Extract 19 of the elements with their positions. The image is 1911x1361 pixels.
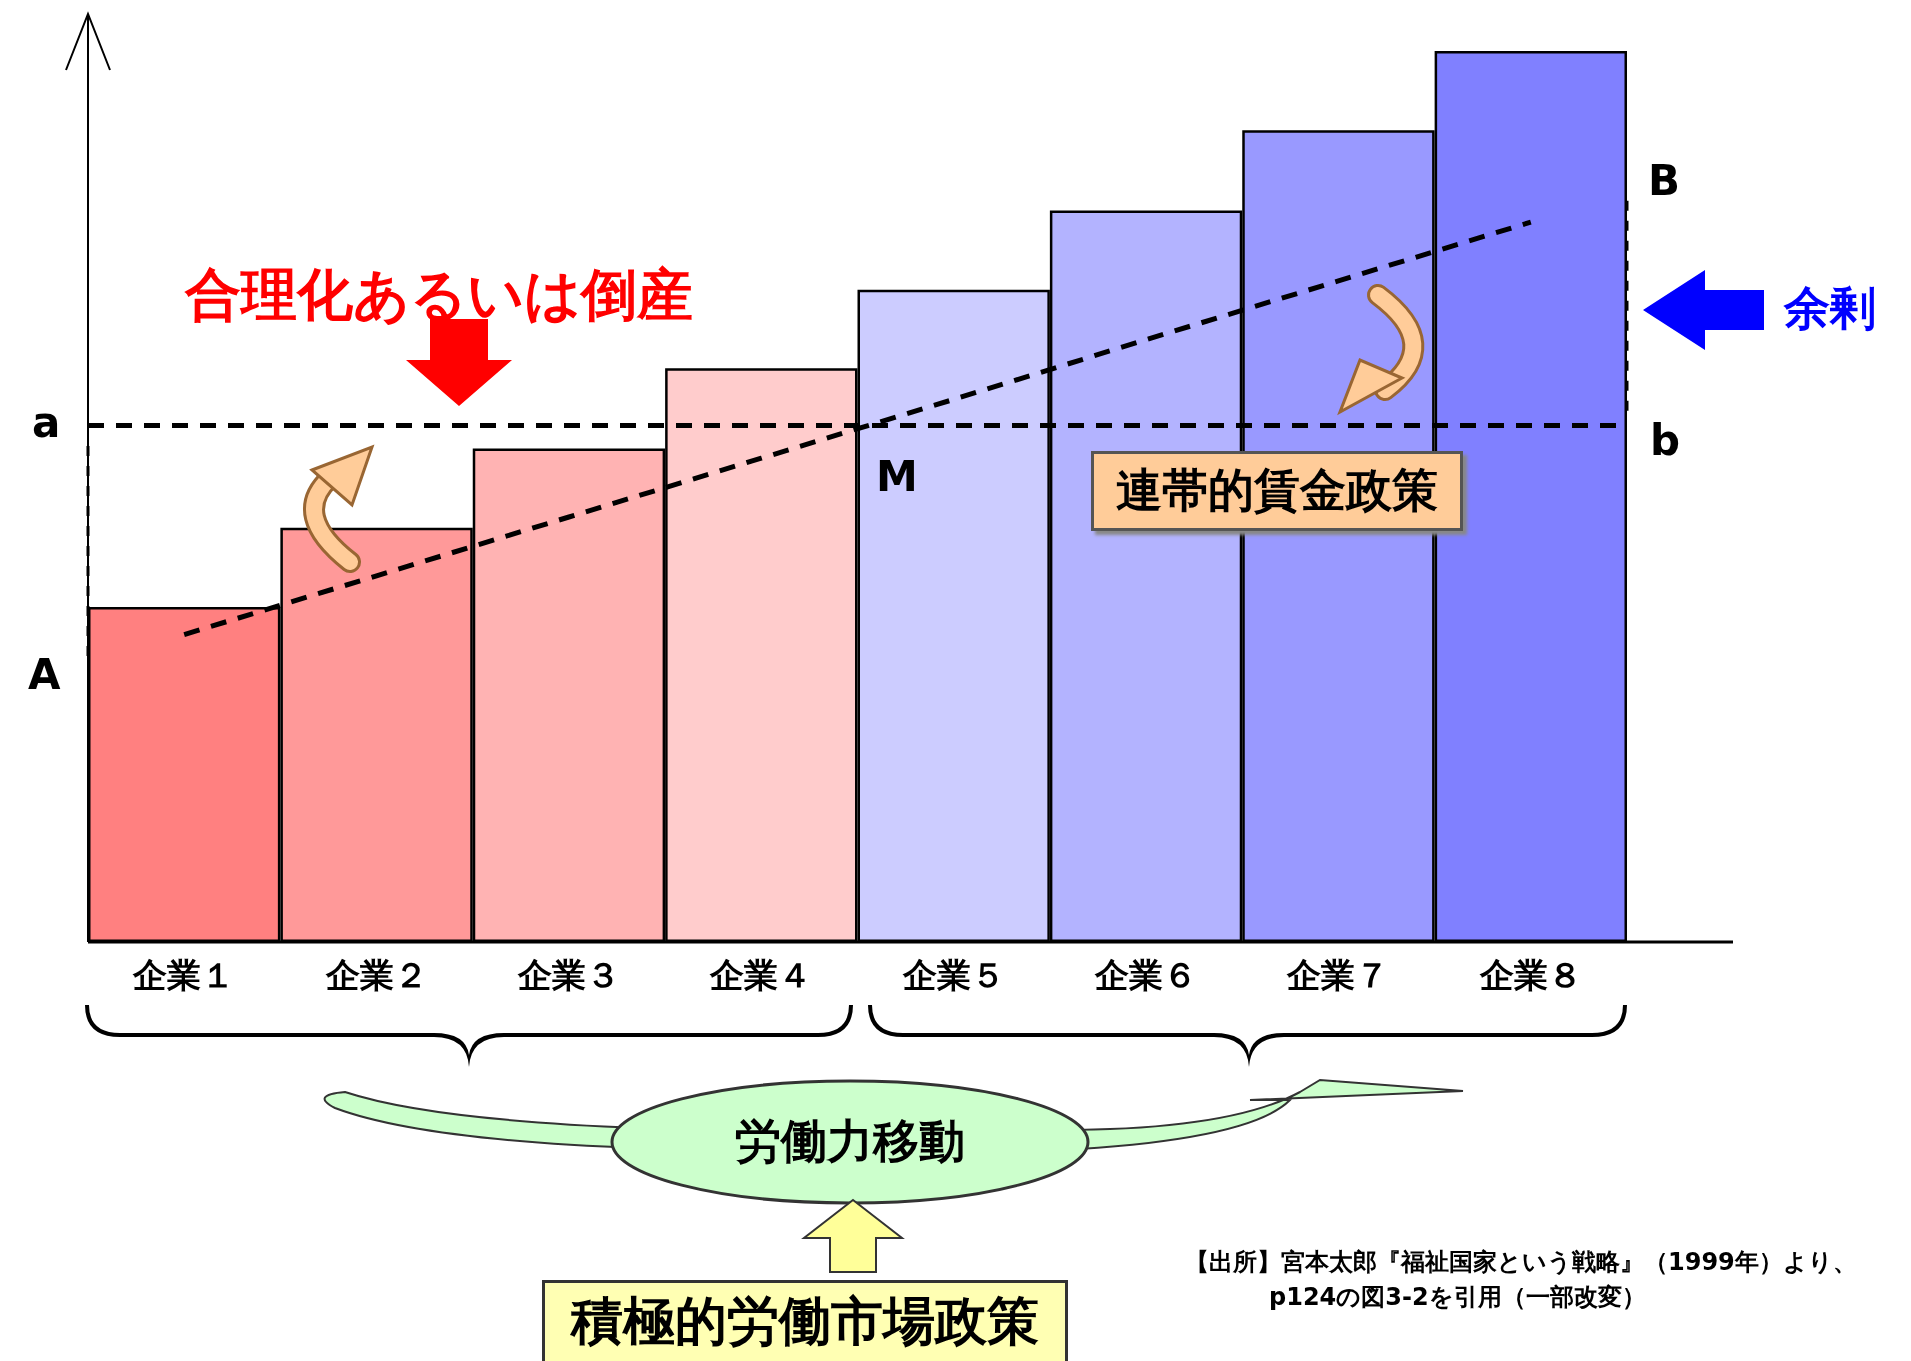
x-tick-label: 企業４ — [709, 955, 813, 995]
x-tick-label: 企業６ — [1094, 955, 1198, 995]
x-tick-label: 企業８ — [1478, 955, 1582, 995]
x-tick-label: 企業５ — [901, 955, 1005, 995]
text: a — [32, 398, 61, 447]
text: 労働力移動 — [735, 1113, 965, 1170]
x-tick-label: 企業７ — [1286, 955, 1390, 995]
annotation: 連帯的賃金政策 — [1091, 451, 1463, 531]
x-tick-label: 企業１ — [132, 955, 236, 995]
x-tick-label: 企業２ — [324, 955, 428, 995]
text: A — [28, 650, 61, 699]
annotation: B — [1648, 156, 1681, 205]
annotation: b — [1650, 416, 1681, 465]
annotation: 合理化あるいは倒産 — [185, 261, 693, 329]
annotation: M — [876, 452, 918, 501]
text: 余剰 — [1784, 280, 1876, 337]
text: 【出所】宮本太郎『福祉国家という戦略』（1999年）より、p124の図3-2を引用（一部改変） — [1185, 1247, 1858, 1313]
x-tick-label: 企業３ — [516, 955, 620, 995]
text: 積極的労働市場政策 — [542, 1280, 1068, 1361]
